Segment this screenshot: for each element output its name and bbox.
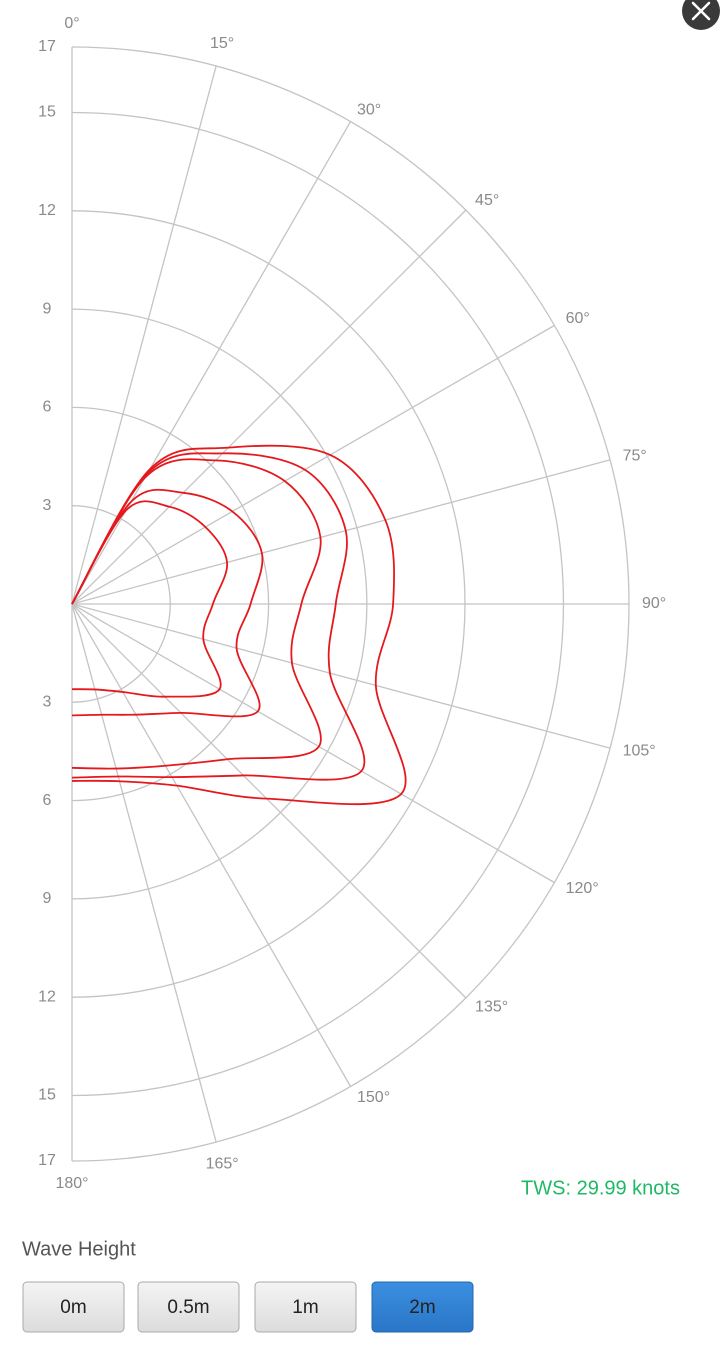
wave-button[interactable] <box>137 1281 240 1333</box>
grid-spoke <box>71 603 611 749</box>
wave-button[interactable] <box>254 1281 357 1333</box>
r-tick-label: 15 <box>38 104 56 121</box>
angle-tick-label: 105° <box>623 743 656 760</box>
r-tick-label: 6 <box>43 792 52 809</box>
grid-spoke <box>71 324 555 605</box>
angle-tick-label: 45° <box>475 192 499 209</box>
tws-label: TWS: 29.99 knots <box>521 1177 680 1199</box>
polar-curve <box>71 444 407 806</box>
close-button[interactable] <box>682 0 720 30</box>
grid-spoke <box>71 603 217 1143</box>
grid-spoke <box>71 121 352 605</box>
grid-spoke <box>71 603 352 1087</box>
wave-button-label[interactable]: 2m <box>409 1297 435 1318</box>
r-tick-label: 3 <box>43 497 52 514</box>
angle-tick-label: 90° <box>642 595 666 612</box>
angle-tick-label: 135° <box>475 998 508 1015</box>
wave-button-label[interactable]: 1m <box>292 1297 318 1318</box>
angle-tick-label: 60° <box>566 310 590 327</box>
polar-curve <box>71 458 322 770</box>
angle-tick-label: 180° <box>55 1175 88 1192</box>
close-icon[interactable] <box>691 1 711 21</box>
r-tick-label: 17 <box>38 1152 56 1169</box>
wave-height-buttons: 0m 0.5m 1m 2m <box>22 1281 474 1333</box>
wave-height-label: Wave Height <box>22 1238 136 1260</box>
r-tick-label: 6 <box>43 399 52 416</box>
wave-button-label[interactable]: 0m <box>60 1297 86 1318</box>
r-tick-label: 17 <box>38 38 56 55</box>
angle-tick-label: 0° <box>64 15 79 32</box>
polar-curve <box>71 488 264 718</box>
polar-curve <box>71 452 366 781</box>
close-circle[interactable] <box>682 0 720 30</box>
r-tick-label: 9 <box>43 300 52 317</box>
grid-spoke <box>71 603 467 999</box>
grid-spoke <box>71 459 611 605</box>
angle-tick-label: 30° <box>357 102 381 119</box>
r-tick-label: 12 <box>38 202 56 219</box>
angle-tick-label: 75° <box>623 448 647 465</box>
angle-tick-label: 15° <box>210 35 234 52</box>
polar-chart: 3 3 6 6 9 9 12 12 15 15 17 17 0° 15° 30° 45° 60° 75° 90° 10… <box>38 15 666 1192</box>
polar-curve <box>71 500 228 698</box>
r-tick-label: 12 <box>38 988 56 1005</box>
grid-spoke <box>71 65 217 605</box>
wave-button[interactable] <box>22 1281 125 1333</box>
r-tick-label: 15 <box>38 1087 56 1104</box>
grid-spoke <box>71 209 467 605</box>
r-tick-label: 9 <box>43 890 52 907</box>
angle-tick-label: 165° <box>206 1155 239 1172</box>
r-tick-label: 3 <box>43 694 52 711</box>
angle-tick-label: 120° <box>566 880 599 897</box>
wave-button[interactable] <box>371 1281 474 1333</box>
angle-tick-label: 150° <box>357 1089 390 1106</box>
wave-button-label[interactable]: 0.5m <box>167 1297 209 1318</box>
grid-spoke <box>71 603 555 884</box>
